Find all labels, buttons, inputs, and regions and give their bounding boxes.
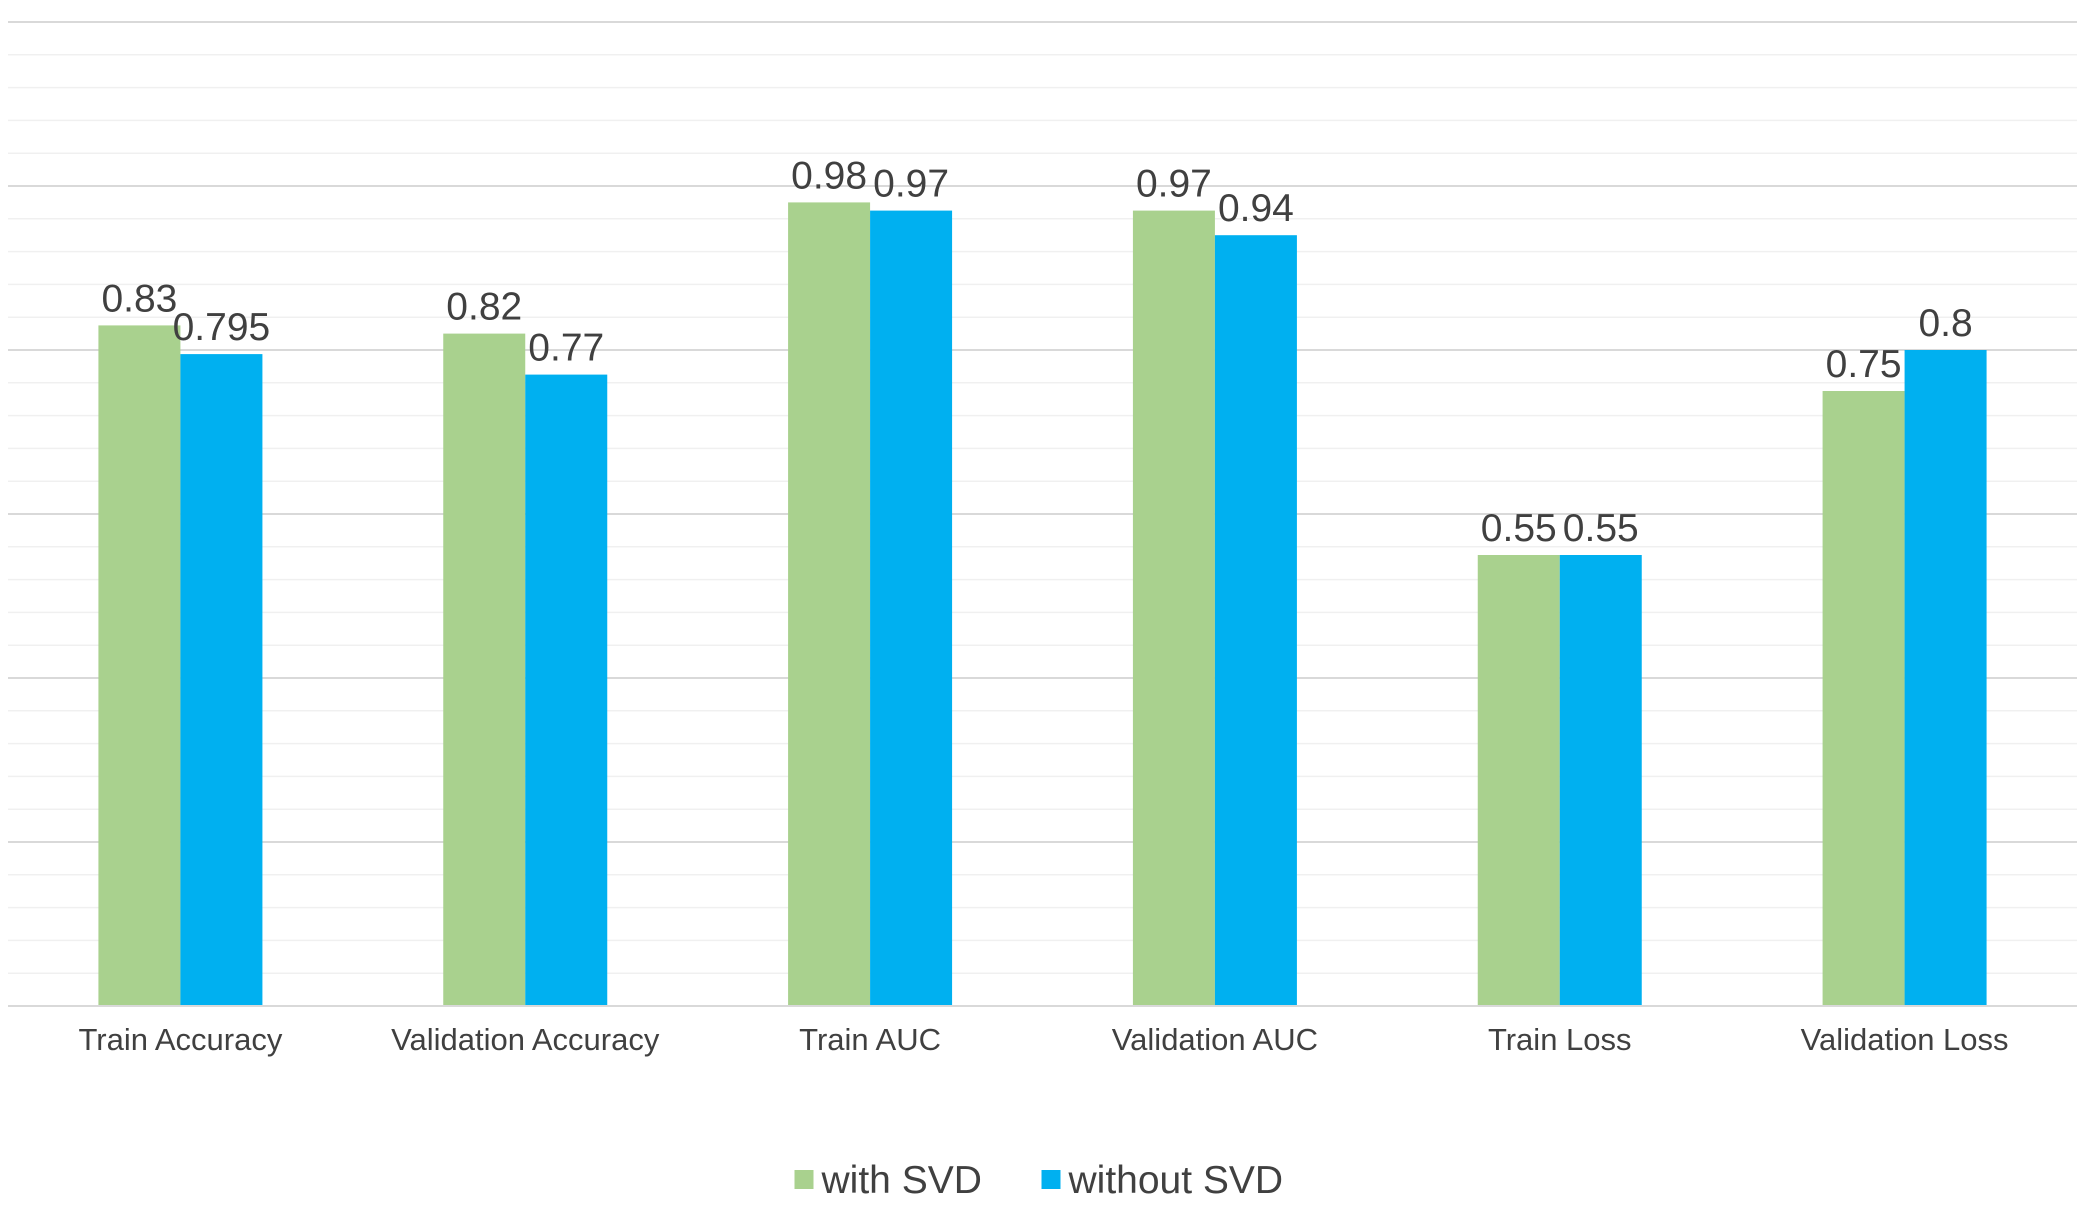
bar-without-svd-3 [1214,235,1297,1006]
bars [98,202,1987,1007]
bar-with-svd-2 [788,202,871,1006]
gridlines [8,21,2077,974]
x-tick-label: Train AUC [799,1022,941,1057]
data-label: 0.77 [528,327,604,370]
legend-label: with SVD [821,1159,982,1202]
data-label: 0.82 [446,286,522,329]
data-label: 0.795 [173,306,271,349]
x-tick-label: Train Loss [1488,1022,1632,1057]
bar-with-svd-5 [1822,391,1905,1006]
legend-label: without SVD [1068,1159,1284,1202]
legend-swatch-with-svd [794,1170,814,1189]
data-label: 0.97 [1136,163,1212,206]
data-label: 0.55 [1481,507,1557,550]
bar-with-svd-3 [1132,210,1215,1007]
bar-without-svd-0 [180,354,263,1007]
legend: with SVD without SVD [794,1159,1284,1202]
data-label: 0.55 [1563,507,1639,550]
bar-with-svd-4 [1477,555,1560,1006]
data-label: 0.97 [873,163,949,206]
bar-with-svd-0 [98,325,181,1006]
bar-without-svd-4 [1559,555,1642,1006]
legend-swatch-without-svd [1041,1170,1061,1189]
x-tick-label: Validation Loss [1801,1022,2009,1057]
bar-without-svd-2 [870,210,953,1007]
bar-without-svd-1 [525,374,608,1007]
x-axis-category-labels: Train Accuracy Validation Accuracy Train A… [78,1022,2008,1057]
x-tick-label: Validation AUC [1112,1022,1318,1057]
x-tick-label: Train Accuracy [78,1022,282,1057]
data-label: 0.83 [101,277,177,320]
bar-with-svd-1 [443,333,526,1007]
data-labels: 0.830.795 0.820.770.98 0.97 0.970.940.55 0.5… [101,154,1972,550]
bar-without-svd-5 [1904,350,1987,1006]
data-label: 0.98 [791,154,867,197]
data-label: 0.94 [1218,187,1294,230]
data-label: 0.8 [1918,302,1972,345]
x-tick-label: Validation Accuracy [391,1022,660,1057]
data-label: 0.75 [1826,343,1902,386]
